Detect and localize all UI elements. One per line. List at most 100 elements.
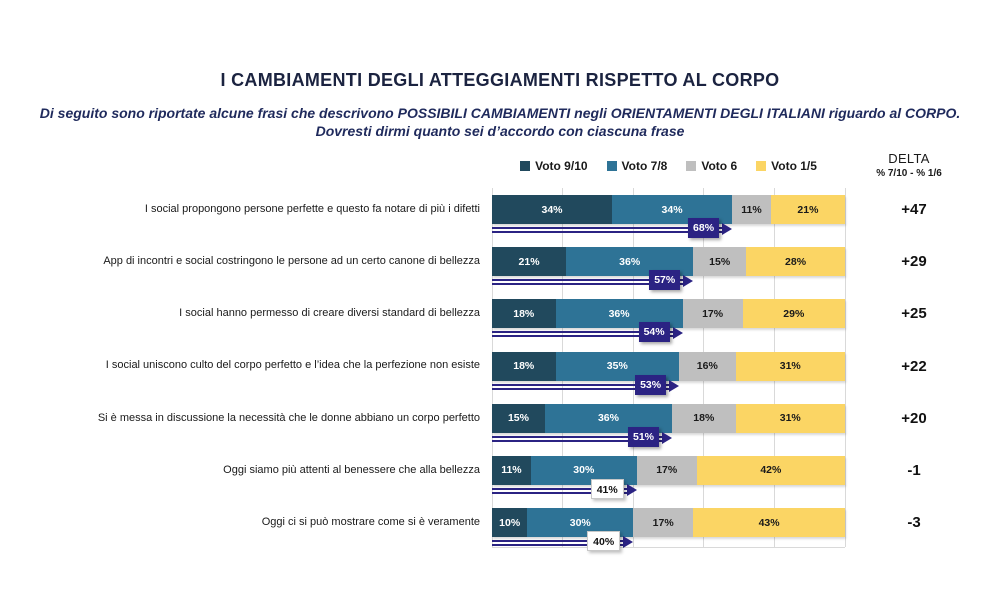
legend-label: Voto 6 [701,159,738,173]
bar-segment-voto-1-5: 29% [742,299,845,329]
segment-value-label: 17% [702,307,724,320]
top2-arrow: 53% [492,374,845,403]
bar-segment-voto-9-10: 10% [492,508,528,538]
bar-segment-voto-6: 11% [732,195,771,224]
bar-segment-voto-9-10: 18% [492,351,556,381]
top2-arrow-line [492,540,624,547]
top2-value-badge: 53% [635,374,667,395]
legend-item-voto-7-8: Voto 7/8 [606,159,668,173]
row-label: I social hanno permesso di creare divers… [179,307,480,320]
top2-value-badge: 54% [638,322,670,343]
delta-value: +25 [901,305,927,323]
subtitle-line-1: Di seguito sono riportate alcune frasi c… [39,105,961,121]
bar-segment-voto-6: 15% [693,247,747,277]
row-bar-area: 21% 36% 15% 28% 57% [492,247,845,298]
segment-value-label: 43% [758,516,780,529]
bar-segment-voto-1-5: 21% [770,195,845,224]
bar-segment-voto-6: 18% [672,403,736,433]
segment-value-label: 36% [619,255,641,268]
segment-value-label: 10% [499,516,521,529]
row-bar-area: 10% 30% 17% 43% 40% [492,508,845,559]
bar-segment-voto-6: 17% [633,508,694,538]
top2-arrowhead-icon [722,223,733,235]
segment-value-label: 34% [541,203,563,216]
top2-arrow-line [492,487,627,494]
top2-arrow: 41% [492,478,845,507]
chart-row: Oggi ci si può mostrare come si è verame… [0,508,1000,560]
chart-row: Oggi siamo più attenti al benessere che … [0,455,1000,508]
bar-segment-voto-6: 17% [682,299,743,329]
chart-area: I social propongono persone perfette e q… [0,188,1000,552]
row-bar-area: 18% 35% 16% 31% 53% [492,351,845,403]
delta-value: -1 [907,461,921,479]
delta-value: +47 [901,201,927,218]
top2-arrowhead-icon [672,327,683,340]
top2-arrowhead-icon [669,379,680,392]
segment-value-label: 11% [741,203,762,216]
row-label: Oggi siamo più attenti al benessere che … [223,463,480,476]
segment-value-label: 29% [783,307,805,320]
row-label: I social uniscono culto del corpo perfet… [105,359,480,372]
segment-value-label: 15% [507,412,529,425]
segment-value-label: 16% [696,360,718,373]
legend-swatch-icon [520,161,531,171]
segment-value-label: 36% [597,412,619,425]
legend-swatch-icon [686,161,697,171]
segment-value-label: 28% [785,255,807,268]
bar-segment-voto-1-5: 42% [696,455,845,485]
segment-value-label: 18% [513,307,535,320]
segment-value-label: 21% [518,255,540,268]
bar-segment-voto-9-10: 18% [492,299,556,329]
top2-arrowhead-icon [626,483,637,496]
segment-value-label: 34% [661,203,683,216]
page-subtitle: Di seguito sono riportate alcune frasi c… [0,104,1000,140]
legend-item-voto-9-10: Voto 9/10 [520,159,588,173]
chart-rows: I social propongono persone perfette e q… [0,195,1000,560]
top2-arrow-line [492,279,684,286]
bar-segment-voto-9-10: 21% [492,247,567,277]
top2-arrow: 68% [492,218,845,246]
segment-value-label: 11% [501,464,522,477]
legend-swatch-icon [606,161,617,171]
bar-segment-voto-6: 17% [636,455,697,485]
top2-arrowhead-icon [683,275,694,288]
segment-value-label: 35% [606,360,628,373]
top2-arrow-line [492,383,670,390]
page-title: I CAMBIAMENTI DEGLI ATTEGGIAMENTI RISPET… [220,70,780,90]
bar-segment-voto-1-5: 31% [735,403,845,433]
bar-stack: 18% 36% 17% 29% [492,299,845,329]
top2-arrow-line [492,227,723,233]
top2-value-badge: 68% [688,218,720,238]
delta-header-formula: % 7/10 - % 1/6 [876,168,942,179]
row-bar-area: 34% 34% 11% 21% 68% [492,195,845,246]
top2-arrow: 57% [492,270,845,298]
row-label: Si è messa in discussione la necessità c… [97,411,480,424]
bar-segment-voto-1-5: 31% [735,351,845,381]
segment-value-label: 36% [608,307,630,320]
delta-header-title: DELTA [888,151,930,166]
chart-row: Si è messa in discussione la necessità c… [0,403,1000,456]
segment-value-label: 30% [569,516,591,529]
chart-row: I social propongono persone perfette e q… [0,195,1000,247]
row-bar-area: 15% 36% 18% 31% 51% [492,403,845,455]
segment-value-label: 17% [656,464,678,477]
top2-value-badge: 40% [587,531,621,552]
top2-arrow-line [492,435,663,442]
legend: Voto 9/10 Voto 7/8 Voto 6 Voto 1/5 [488,159,849,173]
delta-value: +29 [901,253,927,271]
segment-value-label: 21% [797,203,819,216]
bar-stack: 21% 36% 15% 28% [492,247,845,277]
bar-stack: 11% 30% 17% 42% [492,455,845,485]
top2-arrow: 51% [492,426,845,455]
bar-segment-voto-6: 16% [679,351,736,381]
legend-label: Voto 7/8 [621,159,668,173]
subtitle-line-2: Dovresti dirmi quanto sei d’accordo con … [315,123,685,139]
segment-value-label: 18% [693,412,715,425]
top2-arrow: 54% [492,322,845,350]
delta-value: +20 [901,409,927,427]
bar-segment-voto-9-10: 15% [492,403,545,433]
top2-value-badge: 41% [590,478,624,499]
bar-segment-voto-9-10: 34% [492,195,613,224]
bar-stack: 18% 35% 16% 31% [492,351,845,381]
